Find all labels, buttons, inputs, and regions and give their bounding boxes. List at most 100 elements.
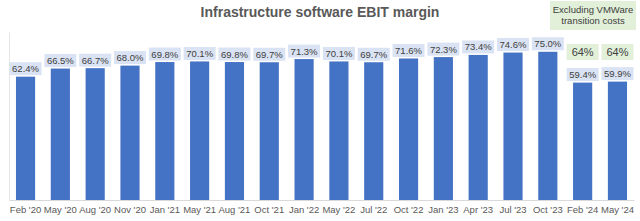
bar	[399, 58, 418, 200]
data-label: 59.9%	[604, 68, 631, 79]
bar	[503, 53, 522, 200]
data-label-box	[358, 48, 390, 61]
x-tick-label: Jul '23	[499, 204, 526, 215]
data-label-box	[79, 54, 111, 67]
data-label: 75.0%	[534, 38, 561, 49]
data-label-box	[218, 48, 250, 61]
bar	[329, 61, 348, 200]
annotation-line: Excluding VMWare	[553, 4, 633, 15]
x-tick: Oct '21	[254, 200, 284, 215]
x-tick-label: May '24	[601, 204, 634, 215]
bars	[16, 52, 627, 200]
data-label-box	[497, 38, 529, 51]
bar	[225, 62, 244, 200]
x-tick: Oct '22	[394, 200, 424, 215]
bar	[538, 52, 557, 200]
x-tick-label: Oct '21	[254, 204, 284, 215]
data-label-box	[323, 47, 355, 60]
data-labels: 62.4% 66.5% 66.7% 68.0% 69.8% 70.1% 69.8% 69.7%…	[10, 37, 634, 81]
bar	[86, 68, 105, 200]
x-tick-label: Jan '22	[289, 204, 319, 215]
x-tick: Nov '20	[114, 200, 146, 215]
data-label: 73.4%	[465, 41, 492, 52]
x-tick: May '24	[601, 200, 634, 215]
bar	[190, 61, 209, 200]
bar	[573, 83, 592, 200]
x-tick: Aug '20	[79, 200, 111, 215]
data-label-box	[532, 37, 564, 50]
data-label-box	[253, 48, 285, 61]
data-label-box	[10, 62, 42, 75]
bar	[364, 62, 383, 200]
x-tick: Feb '20	[10, 200, 41, 215]
x-tick-label: May '21	[183, 204, 216, 215]
data-label-box	[149, 48, 181, 61]
y-axis-line	[9, 33, 10, 201]
x-tick: Jan '21	[150, 200, 180, 215]
data-label: 71.6%	[395, 45, 422, 56]
x-tick: Jul '23	[499, 200, 526, 215]
data-label: 68.0%	[117, 52, 144, 63]
annotations: Excluding VMWaretransition costs 64% 64%	[550, 1, 636, 60]
x-tick-label: Jan '23	[428, 204, 458, 215]
data-label: 69.8%	[151, 49, 178, 60]
data-label: 69.7%	[256, 49, 283, 60]
data-label: 66.7%	[82, 55, 109, 66]
x-tick: May '21	[183, 200, 216, 215]
x-tick-label: Feb '20	[10, 204, 41, 215]
x-tick-label: Feb '24	[567, 204, 598, 215]
bar	[608, 82, 627, 200]
x-tick: May '20	[44, 200, 77, 215]
data-label: 70.1%	[186, 48, 213, 59]
data-label: 59.4%	[569, 69, 596, 80]
x-tick-label: Jul '22	[360, 204, 387, 215]
annotation: 64%	[606, 46, 628, 58]
data-label: 66.5%	[47, 55, 74, 66]
x-tick-label: Nov '20	[114, 204, 146, 215]
x-tick-label: Aug '20	[79, 204, 111, 215]
data-label: 71.3%	[291, 46, 318, 57]
annotation: Excluding VMWaretransition costs	[553, 4, 633, 26]
x-tick: Jan '23	[428, 200, 458, 215]
x-tick-label: Aug '21	[218, 204, 250, 215]
data-label-box	[44, 54, 76, 67]
bar	[434, 57, 453, 200]
data-label: 69.7%	[360, 49, 387, 60]
x-axis-line	[10, 200, 635, 201]
bar	[469, 55, 488, 200]
x-tick-label: Jan '21	[150, 204, 180, 215]
bar	[295, 59, 314, 200]
data-label-box	[288, 45, 320, 58]
bar	[51, 69, 70, 200]
x-tick-label: Oct '22	[394, 204, 424, 215]
data-label: 74.6%	[500, 39, 527, 50]
data-label: 70.1%	[325, 48, 352, 59]
bar	[155, 62, 174, 200]
x-axis: Feb '20May '20Aug '20Nov '20Jan '21May '…	[10, 200, 635, 215]
chart-title: Infrastructure software EBIT margin	[201, 4, 440, 20]
bar	[16, 77, 35, 200]
x-tick-label: Apr '23	[463, 204, 493, 215]
x-tick: Aug '21	[218, 200, 250, 215]
annotation: 64%	[572, 46, 594, 58]
x-tick: Oct '23	[533, 200, 563, 215]
x-tick-label: Oct '23	[533, 204, 563, 215]
annotation-box	[550, 1, 636, 30]
data-label-box	[567, 68, 599, 81]
data-label-box	[462, 40, 494, 53]
y-axis	[9, 33, 10, 201]
x-tick: Apr '23	[463, 200, 493, 215]
annotation-line: transition costs	[561, 15, 625, 26]
data-label: 72.3%	[430, 44, 457, 55]
data-label-box	[601, 67, 633, 80]
x-tick: Feb '24	[567, 200, 598, 215]
annotation-box	[601, 44, 633, 60]
data-label: 62.4%	[12, 63, 39, 74]
x-tick-label: May '22	[322, 204, 355, 215]
bar	[120, 66, 139, 200]
data-label: 69.8%	[221, 49, 248, 60]
x-tick-label: May '20	[44, 204, 77, 215]
x-tick: May '22	[322, 200, 355, 215]
x-tick: Jan '22	[289, 200, 319, 215]
bar	[260, 62, 279, 200]
